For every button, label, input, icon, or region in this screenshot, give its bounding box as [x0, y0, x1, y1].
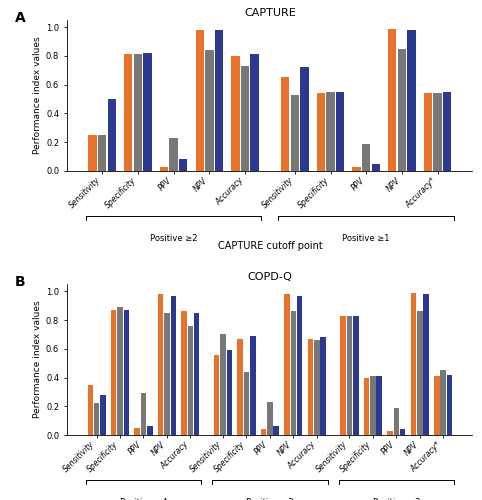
Y-axis label: Performance index values: Performance index values: [33, 36, 42, 154]
Bar: [160, 166, 168, 171]
Bar: [88, 384, 93, 435]
Bar: [220, 334, 226, 435]
Bar: [424, 94, 432, 171]
Bar: [94, 404, 99, 435]
Bar: [314, 340, 320, 435]
Bar: [123, 310, 129, 435]
Bar: [417, 312, 423, 435]
Bar: [273, 426, 279, 435]
Bar: [388, 430, 393, 435]
Bar: [364, 378, 369, 435]
Bar: [291, 94, 299, 171]
Bar: [347, 316, 352, 435]
Bar: [134, 428, 140, 435]
Bar: [111, 310, 117, 435]
Bar: [443, 92, 452, 171]
Bar: [241, 66, 249, 171]
Bar: [376, 376, 382, 435]
Text: Positive ≥2: Positive ≥2: [373, 498, 420, 500]
Bar: [231, 56, 240, 171]
Text: B: B: [15, 275, 26, 289]
Bar: [147, 426, 152, 435]
Bar: [143, 53, 152, 171]
Text: A: A: [15, 11, 26, 25]
Bar: [284, 294, 290, 435]
Title: COPD-Q: COPD-Q: [247, 272, 293, 282]
Y-axis label: Performance index values: Performance index values: [33, 300, 42, 418]
Bar: [407, 30, 415, 171]
Bar: [326, 92, 335, 171]
Bar: [164, 313, 170, 435]
Bar: [394, 408, 399, 435]
Bar: [141, 394, 146, 435]
Bar: [362, 144, 370, 171]
Text: Positive ≥2: Positive ≥2: [150, 234, 197, 244]
Bar: [181, 312, 187, 435]
Bar: [244, 372, 249, 435]
Bar: [433, 94, 442, 171]
Bar: [447, 374, 452, 435]
Bar: [261, 430, 267, 435]
Bar: [100, 395, 106, 435]
Bar: [434, 376, 440, 435]
Bar: [267, 402, 273, 435]
Bar: [423, 294, 429, 435]
Bar: [340, 316, 346, 435]
Bar: [388, 28, 397, 171]
Bar: [117, 307, 123, 435]
Bar: [281, 78, 289, 171]
Text: Positive ≥3: Positive ≥3: [246, 498, 294, 500]
Bar: [88, 135, 97, 171]
Title: CAPTURE: CAPTURE: [244, 8, 296, 18]
Bar: [214, 354, 219, 435]
Bar: [194, 313, 200, 435]
Bar: [297, 296, 302, 435]
Bar: [370, 376, 375, 435]
Bar: [321, 338, 326, 435]
Bar: [107, 99, 116, 171]
Bar: [98, 135, 107, 171]
Bar: [205, 50, 214, 171]
Bar: [336, 92, 344, 171]
X-axis label: CAPTURE cutoff point: CAPTURE cutoff point: [217, 241, 322, 251]
Text: Positive ≥1: Positive ≥1: [343, 234, 390, 244]
Bar: [215, 30, 223, 171]
Bar: [124, 54, 133, 171]
Bar: [372, 164, 380, 171]
Bar: [400, 430, 405, 435]
Bar: [291, 312, 296, 435]
Bar: [398, 48, 406, 171]
Bar: [158, 294, 163, 435]
Bar: [170, 138, 178, 171]
Bar: [251, 54, 259, 171]
Bar: [238, 338, 243, 435]
Bar: [308, 338, 313, 435]
Bar: [411, 292, 416, 435]
Bar: [196, 30, 204, 171]
Bar: [134, 54, 142, 171]
Bar: [352, 166, 361, 171]
Bar: [300, 68, 308, 171]
Bar: [227, 350, 232, 435]
Bar: [441, 370, 446, 435]
Bar: [250, 336, 255, 435]
Bar: [317, 94, 325, 171]
Bar: [187, 326, 193, 435]
Text: Positive ≥4: Positive ≥4: [120, 498, 167, 500]
Bar: [171, 296, 176, 435]
Bar: [179, 160, 187, 171]
Bar: [353, 316, 359, 435]
